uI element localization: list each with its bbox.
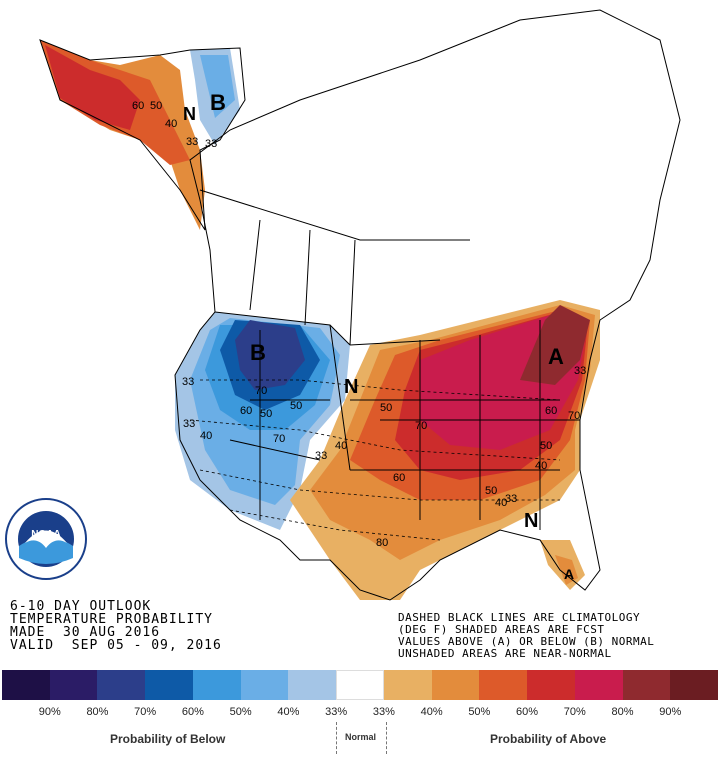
legend-swatch — [622, 670, 671, 700]
contour-label: 70 — [273, 433, 286, 445]
contour-label: 70 — [568, 410, 581, 422]
label-A-northeast: A — [548, 344, 564, 369]
legend-swatch — [49, 670, 98, 700]
contour-label: 33 — [182, 376, 195, 388]
outlook-title-block: 6-10 DAY OUTLOOK TEMPERATURE PROBABILITY M… — [10, 600, 222, 652]
legend-divider-right — [386, 722, 387, 754]
legend-swatch — [336, 670, 384, 700]
east-above-90 — [520, 305, 590, 385]
contour-label: 50 — [485, 485, 498, 497]
florida-above-50 — [555, 555, 578, 585]
climatology-dashed-lines — [189, 379, 561, 541]
contour-label: 33 — [205, 138, 218, 150]
label-A-florida: A — [564, 566, 575, 582]
contour-label: 33 — [186, 136, 199, 148]
legend-percent-label: 60% — [181, 706, 204, 718]
label-B-alaska: B — [210, 90, 226, 115]
legend-percent-label: 60% — [516, 706, 539, 718]
contour-label: 70 — [415, 420, 428, 432]
alaska-below-40 — [200, 55, 235, 118]
legend-percent-label: 50% — [229, 706, 252, 718]
legend-swatch — [574, 670, 623, 700]
normal-label: Normal — [345, 732, 377, 742]
legend-percent-labels: 90% 80% 70% 60% 50% 40% 33% 33% 40% 50% 60% 70% 80% 9… — [2, 706, 718, 718]
contour-label: 60 — [393, 472, 406, 484]
notes-line-4: UNSHADED AREAS ARE NEAR-NORMAL — [398, 647, 612, 660]
legend-divider-left — [336, 722, 337, 754]
legend-notes: DASHED BLACK LINES ARE CLIMATOLOGY (DEG F… — [398, 612, 654, 660]
contour-label: 50 — [290, 400, 303, 412]
legend-swatch — [670, 670, 719, 700]
contour-label: 40 — [200, 430, 213, 442]
contour-label: 33 — [183, 418, 196, 430]
legend-percent-label: 40% — [277, 706, 300, 718]
noaa-logo-text: NOAA — [31, 529, 60, 540]
legend-percent-label: 40% — [420, 706, 443, 718]
contour-label: 70 — [255, 385, 268, 397]
outlook-line-3: MADE 30 AUG 2016 — [10, 625, 161, 640]
contour-label: 50 — [150, 100, 163, 112]
contour-label: 50 — [540, 440, 553, 452]
legend-swatch — [2, 670, 50, 700]
outlook-line-1: 6-10 DAY OUTLOOK — [10, 599, 152, 614]
contour-label: 40 — [165, 118, 178, 130]
contour-label: 50 — [380, 402, 393, 414]
label-N-plains: N — [344, 376, 359, 398]
contour-label: 40 — [535, 460, 548, 472]
legend-swatch — [431, 670, 480, 700]
legend-percent-label: 90% — [38, 706, 61, 718]
legend-percent-label: 90% — [659, 706, 682, 718]
notes-line-3: VALUES ABOVE (A) OR BELOW (B) NORMAL — [398, 635, 655, 648]
legend-color-bar — [2, 670, 719, 700]
probability-below-label: Probability of Below — [110, 732, 226, 746]
outlook-map — [39, 9, 681, 601]
legend-percent-label: 50% — [468, 706, 491, 718]
contour-label: 33 — [574, 365, 587, 377]
coastline-outlines — [39, 9, 681, 601]
contour-label: 40 — [335, 440, 348, 452]
contour-label: 60 — [240, 405, 253, 417]
contour-label: 33 — [315, 450, 328, 462]
label-N-southeast: N — [524, 510, 539, 532]
legend-percent-label: 70% — [563, 706, 586, 718]
legend-swatch — [97, 670, 146, 700]
legend-swatch — [240, 670, 289, 700]
contour-label: 33 — [505, 493, 518, 505]
notes-line-2: (DEG F) SHADED AREAS ARE FCST — [398, 623, 605, 636]
label-B-west: B — [250, 340, 266, 365]
label-N-alaska: N — [183, 104, 196, 124]
contour-label: 50 — [260, 408, 273, 420]
contour-label: 40 — [495, 497, 508, 509]
noaa-logo: NOAA — [5, 498, 87, 580]
legend-percent-label: 33% — [325, 706, 348, 718]
contour-label: 80 — [376, 537, 389, 549]
legend-swatch — [145, 670, 193, 700]
legend-swatch — [527, 670, 575, 700]
legend-percent-label: 33% — [372, 706, 395, 718]
outlook-line-4: VALID SEP 05 - 09, 2016 — [10, 638, 222, 653]
legend-percent-label: 80% — [611, 706, 634, 718]
legend-percent-label: 70% — [134, 706, 157, 718]
alaska-above-70 — [45, 45, 140, 130]
legend-percent-label: 80% — [86, 706, 109, 718]
legend-swatch — [192, 670, 241, 700]
legend-swatch — [288, 670, 337, 700]
west-below-70 — [235, 320, 305, 390]
notes-line-1: DASHED BLACK LINES ARE CLIMATOLOGY — [398, 611, 641, 624]
legend-swatch — [479, 670, 528, 700]
probability-above-label: Probability of Above — [490, 732, 607, 746]
outlook-line-2: TEMPERATURE PROBABILITY — [10, 612, 214, 627]
contour-label: 60 — [545, 405, 558, 417]
legend-swatch — [383, 670, 432, 700]
contour-label: 60 — [132, 100, 145, 112]
